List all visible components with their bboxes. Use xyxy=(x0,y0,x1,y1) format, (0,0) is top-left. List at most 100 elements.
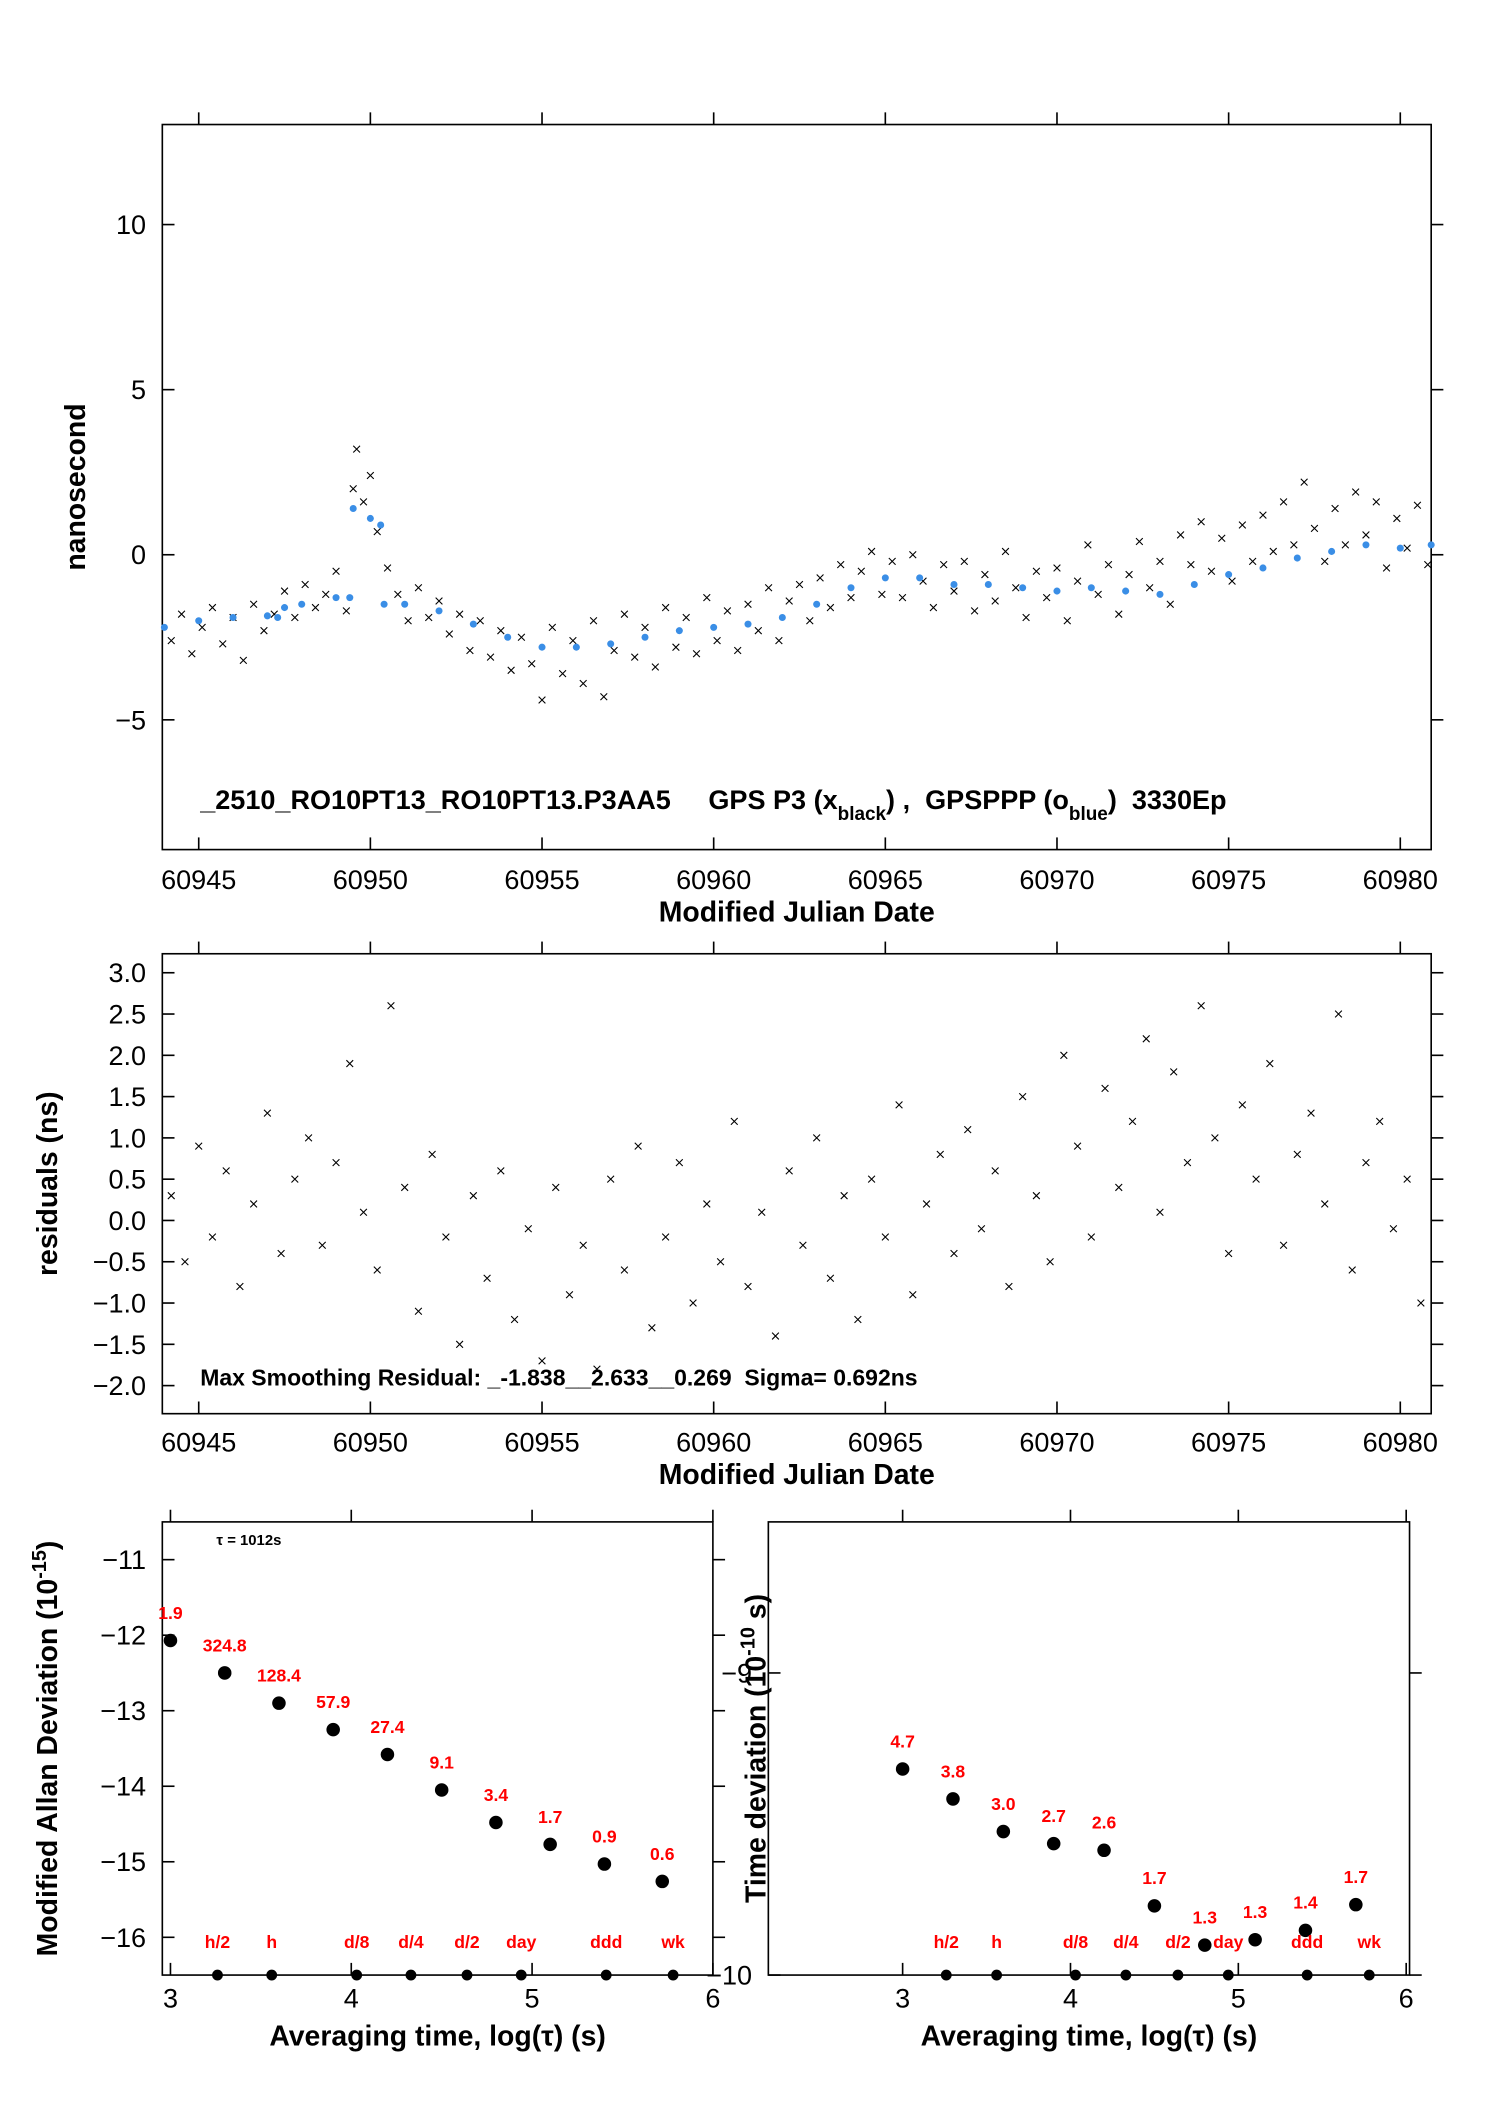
reference-dot xyxy=(600,1969,612,1981)
data-point xyxy=(1166,600,1175,609)
x-tick-label: 60950 xyxy=(333,865,408,895)
x-tick-label: 60965 xyxy=(848,865,923,895)
reference-label: ddd xyxy=(590,1932,622,1952)
text-part: nanosecond xyxy=(60,403,92,570)
data-point xyxy=(1224,1249,1233,1258)
data-point xyxy=(1128,1117,1137,1126)
reference-label: d/8 xyxy=(1063,1932,1089,1952)
data-point xyxy=(795,580,804,589)
data-point xyxy=(1207,567,1216,576)
y-axis-label: Modified Allan Deviation (10-15) xyxy=(29,1541,64,1957)
data-point xyxy=(1331,504,1339,513)
plot-frame xyxy=(767,1521,1411,1976)
data-point xyxy=(895,1762,910,1776)
data-point xyxy=(1372,498,1381,506)
y-axis-label: nanosecond xyxy=(60,403,92,570)
data-point xyxy=(1156,1208,1164,1216)
data-point xyxy=(414,583,423,592)
data-point xyxy=(898,593,907,602)
data-point xyxy=(1104,560,1113,569)
data-point xyxy=(703,593,711,602)
data-point xyxy=(1341,541,1350,549)
data-point xyxy=(510,1315,519,1324)
data-point xyxy=(977,1224,986,1233)
y-tick-label: −16 xyxy=(100,1923,146,1953)
data-point xyxy=(572,643,580,651)
data-point xyxy=(1122,587,1130,595)
y-tick-label: 3.0 xyxy=(108,958,146,988)
data-point xyxy=(655,1874,670,1889)
data-point xyxy=(909,550,917,559)
data-point xyxy=(249,600,258,609)
data-point xyxy=(816,574,824,582)
data-point xyxy=(950,580,958,588)
data-point xyxy=(1362,541,1370,549)
superscript: -15 xyxy=(29,1550,51,1579)
data-point xyxy=(867,547,876,556)
data-point xyxy=(1115,610,1123,618)
data-point xyxy=(1087,1233,1096,1241)
data-point xyxy=(476,617,484,625)
data-point xyxy=(1156,590,1164,598)
reference-label: h xyxy=(991,1932,1002,1952)
text-part: ) 3330Ep xyxy=(1108,785,1227,815)
x-tick-label: 5 xyxy=(525,1984,540,2014)
data-point xyxy=(394,590,402,599)
data-point xyxy=(208,603,217,612)
data-point xyxy=(1135,537,1144,546)
data-point xyxy=(1279,1241,1288,1249)
data-point xyxy=(826,603,835,612)
data-point xyxy=(854,1315,862,1324)
data-point xyxy=(301,580,309,589)
data-point xyxy=(298,600,306,608)
data-point xyxy=(996,1824,1011,1839)
data-point xyxy=(950,587,958,595)
data-point xyxy=(1248,557,1257,566)
data-point xyxy=(610,646,618,655)
data-point xyxy=(346,1059,354,1068)
data-point xyxy=(970,607,979,615)
data-point xyxy=(991,1167,999,1175)
data-point xyxy=(1423,560,1432,569)
data-point xyxy=(929,603,938,612)
point-label: 324.8 xyxy=(203,1635,247,1655)
plot-frame xyxy=(161,1521,714,1976)
data-point xyxy=(963,1125,972,1134)
data-point xyxy=(1320,1200,1329,1208)
data-point xyxy=(960,557,969,566)
data-point xyxy=(548,623,557,632)
data-point xyxy=(1094,590,1102,599)
data-point xyxy=(517,633,526,642)
data-point xyxy=(836,560,845,569)
reference-label: h/2 xyxy=(934,1932,960,1952)
data-point xyxy=(217,1666,232,1680)
data-point xyxy=(1252,1175,1260,1183)
data-point xyxy=(366,471,375,480)
text-part: τ = 1012s xyxy=(216,1533,281,1549)
text-part: s) xyxy=(741,1594,773,1627)
data-point xyxy=(1060,1051,1068,1060)
reference-label: d/8 xyxy=(344,1932,370,1952)
data-point xyxy=(1001,547,1010,556)
reference-label: wk xyxy=(1357,1932,1382,1952)
data-point xyxy=(878,590,886,599)
subscript: black xyxy=(838,804,887,825)
text-part: ) , GPSPPP (o xyxy=(886,785,1069,815)
data-point xyxy=(1022,613,1030,622)
point-label: 3.0 xyxy=(991,1794,1016,1814)
text-part: Max Smoothing Residual: _-1.838__2.633__… xyxy=(200,1364,917,1390)
data-point xyxy=(1293,1150,1302,1159)
x-tick-label: 60960 xyxy=(676,1428,751,1458)
data-point xyxy=(281,604,289,612)
y-tick-label: 1.5 xyxy=(108,1082,146,1112)
data-point xyxy=(682,613,690,622)
y-tick-label: −5 xyxy=(115,705,146,735)
y-tick-label: 0.5 xyxy=(108,1165,146,1195)
text-part: ) xyxy=(32,1541,64,1550)
data-point xyxy=(775,636,783,645)
data-point xyxy=(1176,531,1185,539)
data-point xyxy=(1403,544,1411,552)
data-point xyxy=(565,1291,574,1299)
data-point xyxy=(1351,488,1360,496)
data-point xyxy=(1259,564,1267,572)
